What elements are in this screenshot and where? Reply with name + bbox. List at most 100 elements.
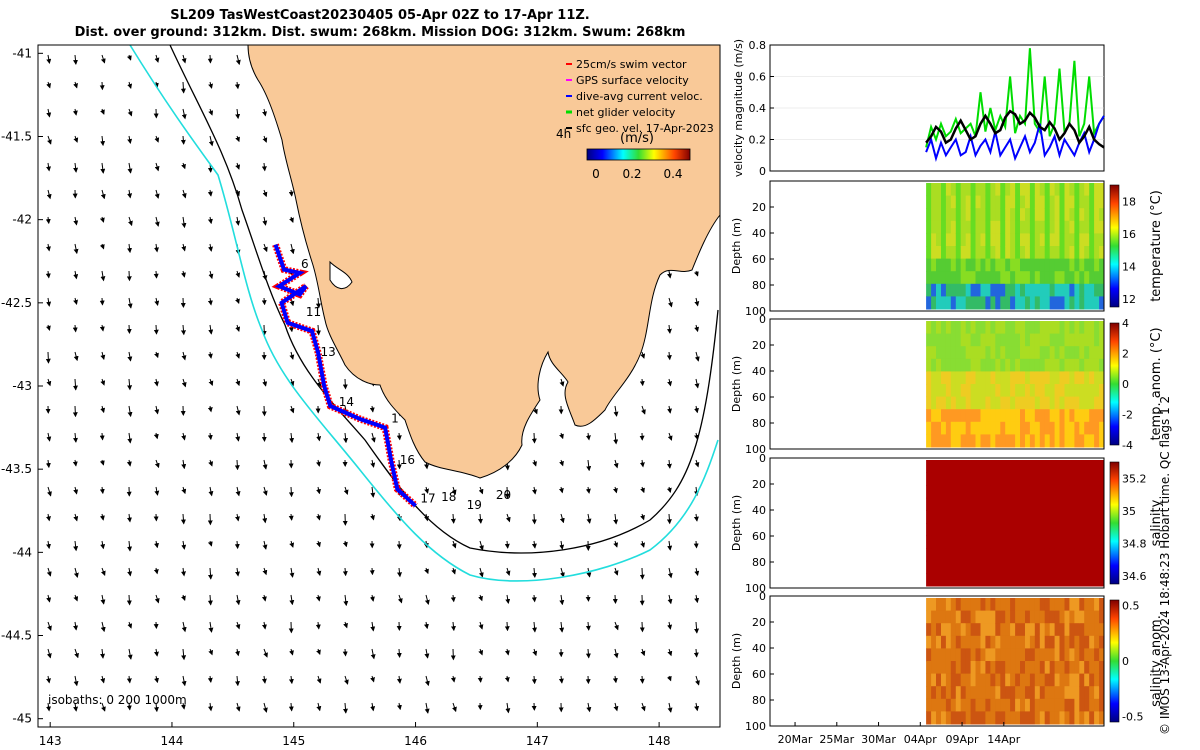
salinity-cell [1005, 497, 1011, 511]
salinity-cell [955, 460, 962, 474]
sal_anom-cell [1029, 711, 1036, 725]
vector-arrow [478, 621, 484, 630]
temp_anom-cell [980, 421, 986, 435]
temp_anom-cell [950, 371, 957, 385]
temperature-cell [980, 183, 986, 197]
vector-arrow [73, 594, 79, 602]
temperature-cell [1015, 246, 1021, 260]
temperature-cell [1064, 296, 1070, 310]
vector-arrow [127, 81, 133, 89]
sal_anom-cell [955, 635, 962, 649]
temp_anom-cell [955, 371, 962, 385]
vector-arrow [99, 216, 105, 223]
salinity-cell [1089, 472, 1095, 486]
temperature-cell [1059, 195, 1065, 209]
temp_anom-cell [1064, 434, 1070, 448]
sal_anom-cell [1029, 698, 1036, 712]
salinity-cell [1079, 460, 1085, 474]
salinity-cell [985, 548, 991, 562]
vector-arrow [694, 621, 700, 634]
salinity-cell [995, 497, 1001, 511]
temp_anom-ctick-label: -2 [1122, 409, 1133, 422]
temperature-cell [1089, 258, 1095, 272]
colorbar-tick-0: 0 [592, 167, 600, 181]
sal_anom-cell [936, 711, 942, 725]
salinity-cell [1039, 523, 1046, 537]
vector-arrow [73, 81, 78, 89]
sal_anom-cell [1020, 711, 1026, 725]
salinity-cell [970, 472, 976, 486]
sal_anom-cell [995, 711, 1001, 725]
colorbar-tick-1: 0.2 [622, 167, 641, 181]
temp_anom-cell [945, 421, 952, 435]
sal_anom-cell [1010, 711, 1016, 725]
temp_anom-cell [1059, 333, 1065, 347]
temp_anom-cell [1079, 409, 1085, 423]
temp_anom-cell [1005, 371, 1011, 385]
sal_anom-cell [1084, 648, 1090, 662]
salinity-cell [950, 535, 957, 549]
sal_anom-cell [975, 673, 981, 687]
salinity-cell [950, 560, 957, 574]
day-label-17: 17 [420, 491, 435, 505]
salinity-cell [1069, 535, 1075, 549]
salinity-cell [1010, 560, 1016, 574]
temperature-cell [945, 271, 952, 285]
salinity-cell [945, 472, 952, 486]
sal_anom-cell [975, 635, 981, 649]
vector-arrow [640, 351, 646, 359]
salinity-cell [1074, 560, 1080, 574]
temp_anom-cell [1049, 371, 1056, 385]
temp_anom-cell [1074, 371, 1080, 385]
salinity-cell [1089, 523, 1095, 537]
salinity-cell [955, 510, 962, 524]
temperature-cell [1010, 220, 1016, 234]
velocity-series-2 [925, 109, 1105, 149]
salinity-colorbar-label: salinity [1149, 499, 1164, 546]
sal_anom-cell [1049, 686, 1056, 700]
temp_anom-cell [1084, 346, 1090, 360]
temp_anom-cell [990, 409, 996, 423]
temp_anom-cell [1010, 346, 1016, 360]
temperature-cell [1010, 283, 1016, 297]
vector-arrow [558, 675, 564, 684]
temp_anom-cell [1069, 333, 1075, 347]
temperature-cell [1084, 183, 1090, 197]
vector-arrow [180, 513, 186, 525]
vector-arrow [128, 216, 133, 227]
temperature-cell [1025, 208, 1031, 222]
temp_anom-colorbar-label: temp. anom. (°C) [1149, 327, 1164, 440]
temp_anom-cell [975, 434, 981, 448]
sal_anom-cell [985, 661, 991, 675]
temp_anom-cell [931, 358, 937, 372]
temp_anom-cell [1049, 346, 1056, 360]
salinity-cell [1020, 510, 1026, 524]
salinity-cell [1089, 560, 1095, 574]
sal_anom-cell [1079, 610, 1085, 624]
salinity-cell [1015, 523, 1021, 537]
temp_anom-cell [960, 371, 967, 385]
temp_anom-colorbar [1109, 322, 1120, 446]
salinity-cell [945, 535, 952, 549]
temp_anom-cell [1064, 371, 1070, 385]
sal_anom-cell [1084, 661, 1090, 675]
temperature-cell [975, 208, 981, 222]
temp_anom-cell [1029, 396, 1036, 410]
temperature-cell [955, 195, 962, 209]
temp_anom-cell [1059, 371, 1065, 385]
temp_anom-cell [926, 371, 932, 385]
sal_anom-cell [1089, 711, 1095, 725]
temperature-cell [960, 220, 967, 234]
sal_anom-cell [1094, 686, 1100, 700]
vector-arrow [73, 216, 79, 226]
temp_anom-cell [990, 321, 996, 335]
salinity-cell [975, 497, 981, 511]
vector-arrow [208, 243, 213, 252]
sal_anom-ctick-label: 0 [1122, 655, 1129, 668]
sal_anom-cell [1089, 623, 1095, 637]
sal_anom-cell [1094, 610, 1100, 624]
sal_anom-cell [990, 623, 996, 637]
vector-arrow [181, 621, 187, 633]
temperature-cell [1015, 195, 1021, 209]
salinity-cell [995, 510, 1001, 524]
